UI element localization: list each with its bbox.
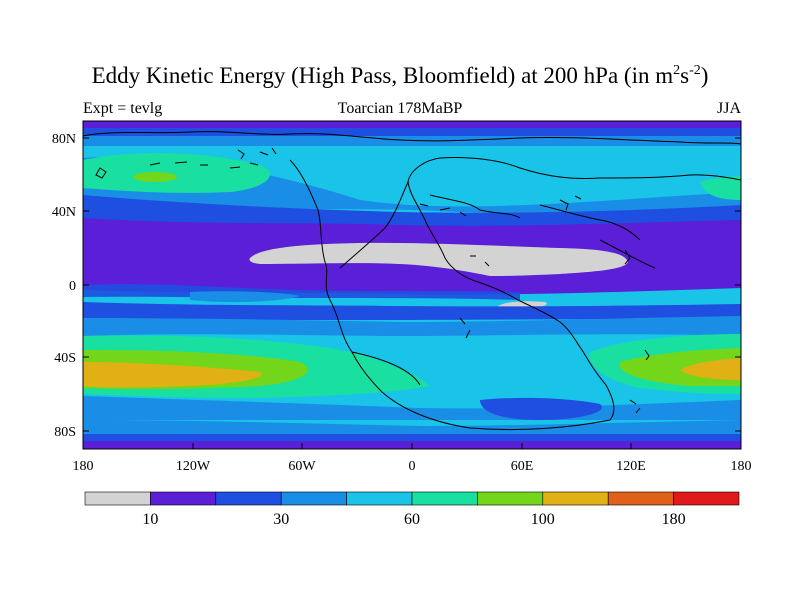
period-label: Toarcian 178MaBP (337, 100, 463, 117)
lon-tick-label: 180 (73, 459, 94, 474)
colorbar-label: 30 (273, 511, 289, 528)
lat-tick-label: 0 (69, 279, 76, 294)
lat-tick-label: 80S (54, 425, 76, 440)
colorbar-swatch (477, 491, 544, 506)
colorbar-swatch (673, 491, 740, 506)
lat-tick-label: 40S (54, 351, 76, 366)
lon-tick-label: 120W (176, 459, 211, 474)
colorbar-swatch (84, 491, 151, 506)
colorbar-swatch (411, 491, 478, 506)
colorbar-label: 180 (662, 511, 686, 528)
colorbar (84, 491, 740, 506)
lat-tick-label: 80N (52, 132, 76, 147)
colorbar-swatch (150, 491, 217, 506)
lon-tick-label: 120E (616, 459, 646, 474)
colorbar-label: 100 (531, 511, 555, 528)
colorbar-swatch (280, 491, 347, 506)
plot-title: Eddy Kinetic Energy (High Pass, Bloomfie… (91, 63, 709, 88)
colorbar-swatch (607, 491, 674, 506)
lon-tick-label: 0 (409, 459, 416, 474)
season-label: JJA (716, 100, 741, 117)
colorbar-swatch (346, 491, 413, 506)
lon-tick-label: 60W (288, 459, 316, 474)
colorbar-swatch (542, 491, 609, 506)
experiment-label: Expt = tevlg (83, 100, 163, 117)
colorbar-swatch (215, 491, 282, 506)
lon-tick-label: 180 (731, 459, 752, 474)
colorbar-label: 10 (142, 511, 158, 528)
colorbar-label: 60 (404, 511, 420, 528)
lat-tick-label: 40N (52, 205, 76, 220)
lon-tick-label: 60E (511, 459, 534, 474)
